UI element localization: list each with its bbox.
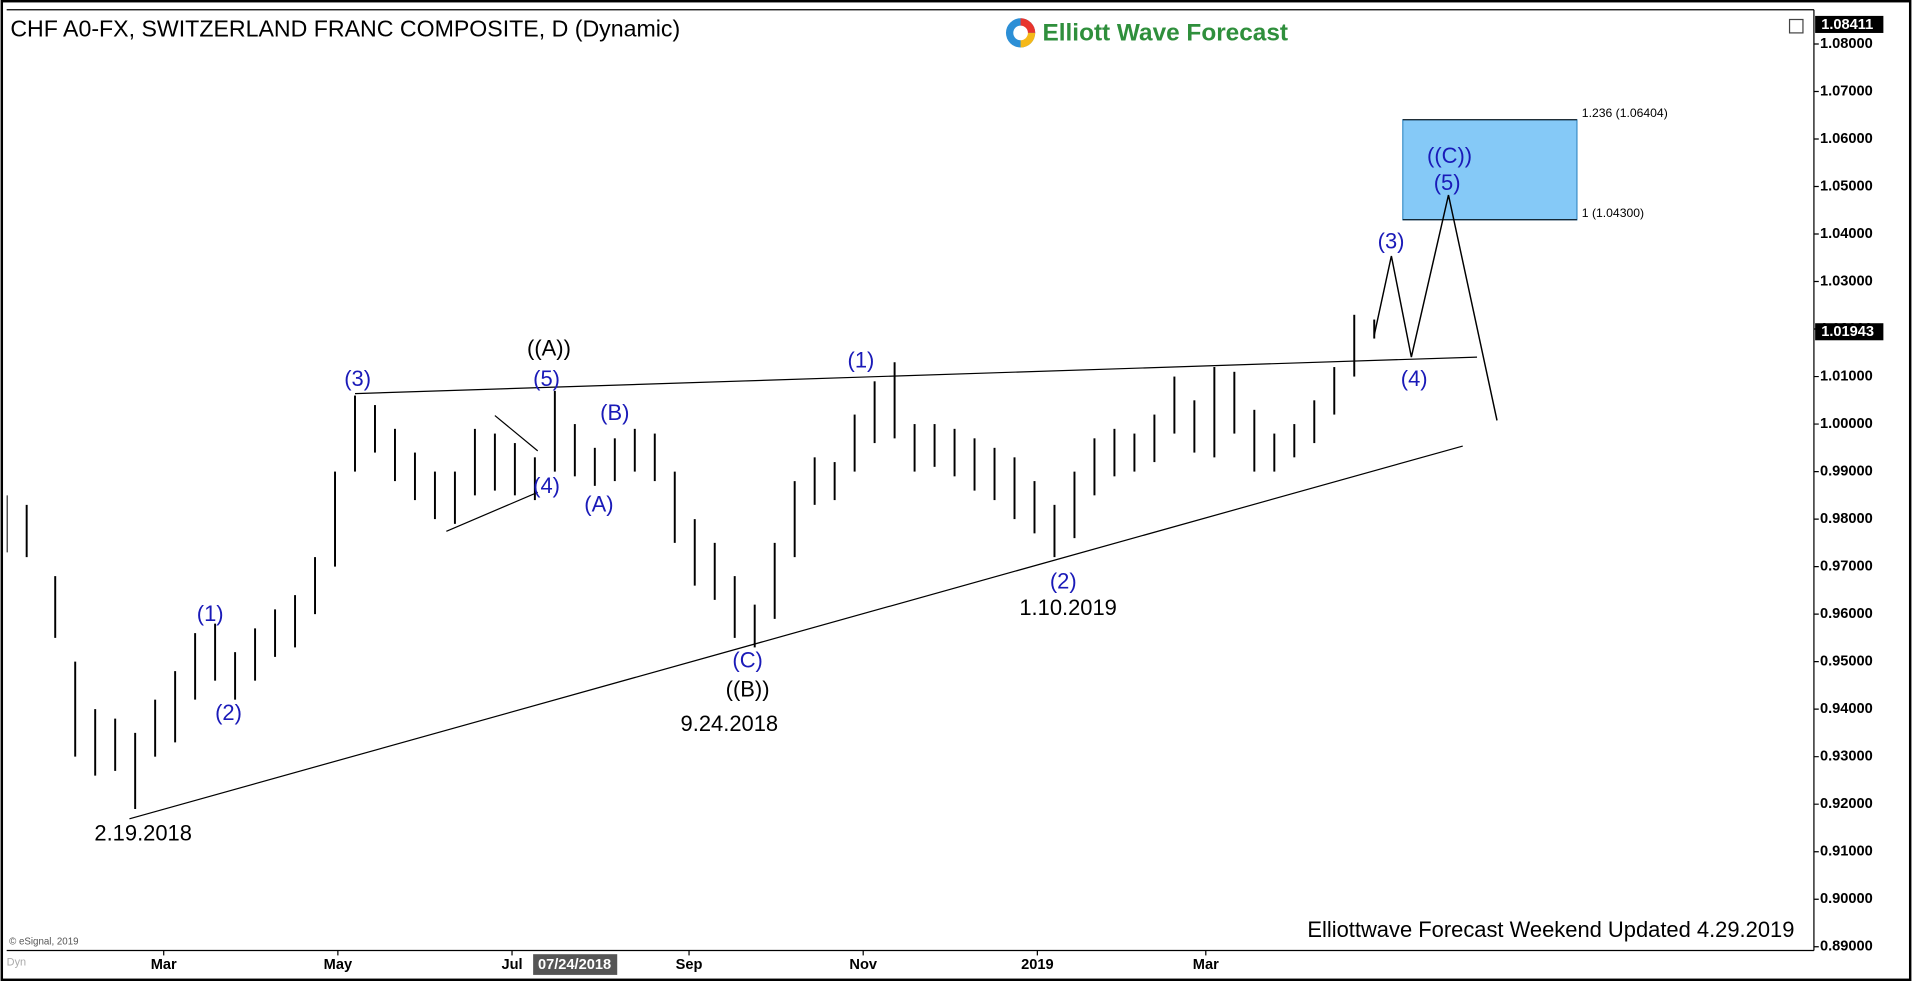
price-marker-label: 1.08411 (1821, 17, 1873, 33)
price-marker-box (1815, 323, 1884, 341)
mode: Dyn (7, 957, 26, 969)
trendline (354, 356, 1478, 395)
wave-label: 9.24.2018 (681, 711, 779, 736)
x-tick-label: 2019 (1021, 957, 1054, 973)
price-marker-box (1815, 15, 1884, 33)
x-tick-label: Nov (849, 957, 877, 973)
wave-label: (5) (1434, 170, 1461, 195)
y-tick-label: 1.06000 (1820, 131, 1873, 147)
y-tick-label: 0.93000 (1820, 749, 1873, 765)
trendline (129, 445, 1463, 820)
y-tick-label: 0.98000 (1820, 511, 1873, 527)
y-tick-label: 1.01000 (1820, 368, 1873, 384)
footer: Elliottwave Forecast Weekend Updated 4.2… (1307, 917, 1794, 942)
y-tick-label: 0.96000 (1820, 606, 1873, 622)
logo-icon-center (1013, 25, 1028, 41)
x-tick-label: Sep (676, 957, 703, 973)
wave-label: (3) (1378, 228, 1405, 253)
wave-label: ((C)) (1427, 143, 1472, 168)
copyright: © eSignal, 2019 (9, 937, 78, 948)
wave-label: (4) (533, 473, 560, 498)
y-tick-label: 1.05000 (1820, 178, 1873, 194)
window-icon[interactable] (1788, 18, 1804, 34)
wave-label: (3) (344, 366, 371, 391)
y-tick-label: 1.07000 (1820, 83, 1873, 99)
y-tick-label: 0.99000 (1820, 463, 1873, 479)
wave-label: (1) (197, 601, 224, 626)
wave-label: ((B)) (726, 677, 770, 702)
y-tick-label: 0.91000 (1820, 844, 1873, 860)
fib-label: 1.236 (1.06404) (1582, 106, 1668, 120)
wave-label: (1) (848, 348, 875, 373)
x-tick-label: Jul (501, 957, 522, 973)
x-tick-label: Mar (1193, 957, 1219, 973)
wave-label: (A) (584, 492, 613, 517)
plot-area: 1.236 (1.06404) 1 (1.04300) (6, 106, 1668, 820)
wave-label: (5) (533, 366, 560, 391)
logo-text: Elliott Wave Forecast (1043, 20, 1288, 47)
cursor-date-box (533, 954, 618, 975)
y-tick-label: 1.04000 (1820, 226, 1873, 242)
wave-label: (2) (1050, 568, 1077, 593)
wave-label: 1.10.2019 (1019, 595, 1117, 620)
wave-label: (C) (732, 648, 762, 673)
target-box (1402, 119, 1578, 221)
wave-label: (B) (600, 400, 629, 425)
logo: Elliott Wave Forecast (1005, 18, 1288, 48)
wave-label: (4) (1401, 366, 1428, 391)
wave-label: 2.19.2018 (94, 821, 192, 846)
trendline (494, 415, 539, 452)
y-tick-label: 1.00000 (1820, 416, 1873, 432)
y-tick-label: 0.94000 (1820, 701, 1873, 717)
price-marker-label: 1.01943 (1821, 324, 1874, 340)
y-tick-label: 0.95000 (1820, 654, 1873, 670)
wave-label: ((A)) (527, 336, 571, 361)
y-tick-label: 0.97000 (1820, 558, 1873, 574)
price-axis: 0.89000 0.90000 0.91000 0.92000 0.93000 0.940… (1813, 36, 1873, 955)
x-tick-label: May (324, 957, 353, 973)
y-tick-label: 1.08000 (1820, 36, 1873, 52)
projection-path (1373, 194, 1498, 421)
trendline (446, 491, 538, 532)
x-tick-label: Mar (151, 957, 177, 973)
wave-label: (2) (215, 700, 242, 725)
fib-label: 1 (1.04300) (1582, 206, 1644, 220)
cursor-date: 07/24/2018 (538, 957, 611, 973)
y-tick-label: 0.92000 (1820, 796, 1873, 812)
y-tick-label: 0.89000 (1820, 939, 1873, 955)
y-tick-label: 0.90000 (1820, 891, 1873, 907)
y-tick-label: 1.03000 (1820, 273, 1873, 289)
chart-title: CHF A0-FX, SWITZERLAND FRANC COMPOSITE, … (10, 16, 680, 42)
